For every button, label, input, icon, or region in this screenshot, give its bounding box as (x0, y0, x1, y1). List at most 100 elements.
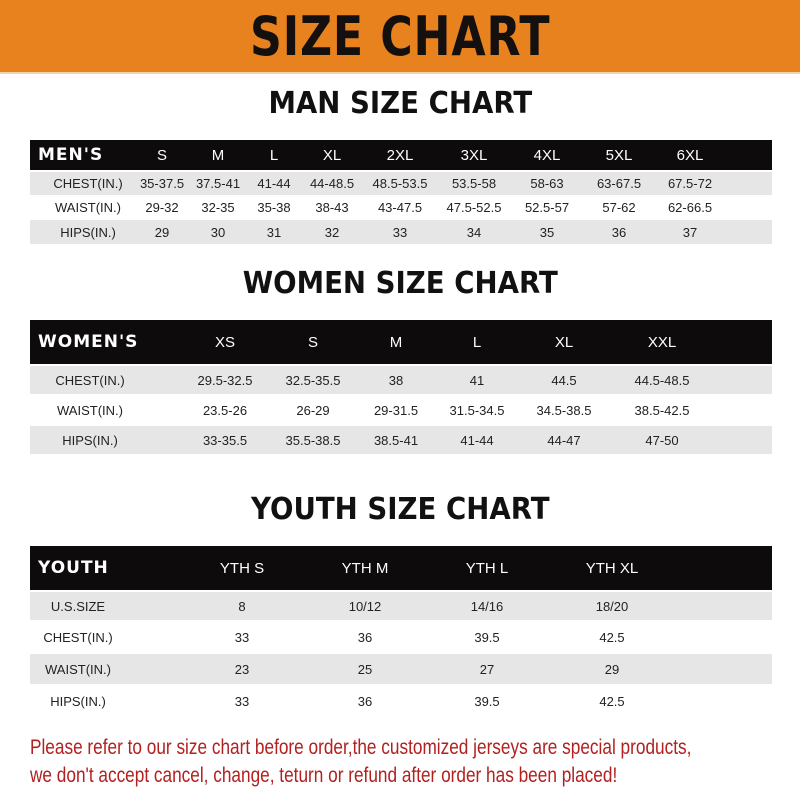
size-header: M (211, 146, 225, 164)
size-header: S (156, 146, 168, 164)
table-cell: 36 (611, 224, 627, 240)
table-cell: 63-67.5 (596, 176, 642, 191)
table-cell: 33-35.5 (202, 432, 248, 448)
women-header-row: WOMEN'S XS S M L XL XXL (30, 320, 772, 364)
table-cell: 47-50 (645, 432, 679, 448)
table-cell: 30 (210, 224, 226, 240)
table-cell: 62-66.5 (667, 200, 713, 215)
table-cell: 36 (357, 629, 373, 645)
table-row: CHEST(IN.) 33 36 39.5 42.5 (30, 622, 772, 652)
table-cell: 34 (466, 224, 482, 240)
table-cell: 33 (234, 693, 250, 709)
table-cell: 29-31.5 (373, 402, 419, 418)
table-cell: 58-63 (530, 176, 564, 191)
table-row: CHEST(IN.) 35-37.5 37.5-41 41-44 44-48.5 48.5… (30, 172, 772, 195)
row-label: HIPS(IN.) (62, 432, 118, 448)
size-header: 4XL (533, 146, 561, 164)
table-row: WAIST(IN.) 23 25 27 29 (30, 654, 772, 684)
table-cell: 31.5-34.5 (449, 402, 505, 418)
men-title: MAN SIZE CHART (268, 86, 532, 121)
table-cell: 35-38 (257, 200, 291, 215)
size-header: 6XL (676, 146, 704, 164)
table-cell: 67.5-72 (667, 176, 713, 191)
table-cell: 29 (154, 224, 170, 240)
table-row: HIPS(IN.) 33-35.5 35.5-38.5 38.5-41 41-44 44-… (30, 426, 772, 454)
table-cell: 41-44 (257, 176, 291, 191)
table-cell: 42.5 (599, 693, 625, 709)
table-row: CHEST(IN.) 29.5-32.5 32.5-35.5 38 41 44.5 44.5… (30, 366, 772, 394)
men-header-label: MEN'S (38, 145, 104, 165)
size-header: XXL (647, 333, 677, 351)
row-label: WAIST(IN.) (57, 402, 123, 418)
youth-header-label: YOUTH (38, 558, 109, 578)
table-row: U.S.SIZE 8 10/12 14/16 18/20 (30, 592, 772, 620)
table-row: HIPS(IN.) 29 30 31 32 33 34 35 36 37 (30, 220, 772, 244)
table-cell: 35 (539, 224, 555, 240)
table-cell: 38-43 (315, 200, 349, 215)
table-cell: 32.5-35.5 (285, 372, 341, 388)
banner: SIZE CHART (0, 0, 800, 74)
size-header: 2XL (386, 146, 414, 164)
table-cell: 57-62 (602, 200, 636, 215)
women-title: WOMEN SIZE CHART (242, 266, 558, 301)
youth-header-row: YOUTH YTH S YTH M YTH L YTH XL (30, 546, 772, 590)
table-cell: 37.5-41 (195, 176, 241, 191)
table-cell: 23 (234, 661, 250, 677)
size-header: M (389, 333, 403, 351)
row-label: HIPS(IN.) (50, 693, 106, 709)
table-cell: 10/12 (348, 598, 382, 614)
table-cell: 29-32 (145, 200, 179, 215)
size-header: YTH XL (585, 559, 639, 577)
table-cell: 39.5 (474, 629, 500, 645)
size-header: XS (214, 333, 236, 351)
row-label: WAIST(IN.) (45, 661, 111, 677)
table-cell: 33 (392, 224, 408, 240)
size-header: 3XL (460, 146, 488, 164)
table-cell: 29 (604, 661, 620, 677)
table-cell: 38 (388, 372, 404, 388)
table-cell: 43-47.5 (377, 200, 423, 215)
size-header: L (269, 146, 279, 164)
table-cell: 27 (479, 661, 495, 677)
row-label: WAIST(IN.) (55, 200, 121, 215)
banner-title: SIZE CHART (249, 4, 551, 68)
table-cell: 29.5-32.5 (197, 372, 253, 388)
table-cell: 41 (469, 372, 485, 388)
row-label: CHEST(IN.) (43, 629, 113, 645)
women-header-label: WOMEN'S (38, 332, 139, 352)
table-cell: 33 (234, 629, 250, 645)
table-cell: 32 (324, 224, 340, 240)
table-cell: 35.5-38.5 (285, 432, 341, 448)
size-header: YTH M (341, 559, 389, 577)
table-cell: 14/16 (470, 598, 504, 614)
table-cell: 44-47 (547, 432, 581, 448)
table-cell: 8 (238, 598, 246, 614)
footer-line-2: we don't accept cancel, change, teturn o… (30, 764, 618, 787)
youth-title: YOUTH SIZE CHART (250, 492, 550, 527)
table-cell: 48.5-53.5 (372, 176, 428, 191)
row-label: CHEST(IN.) (55, 372, 125, 388)
table-cell: 44-48.5 (309, 176, 355, 191)
table-row: WAIST(IN.) 29-32 32-35 35-38 38-43 43-47.5 47.… (30, 196, 772, 219)
table-cell: 18/20 (595, 598, 629, 614)
row-label: U.S.SIZE (50, 598, 106, 614)
table-cell: 52.5-57 (524, 200, 570, 215)
size-header: L (472, 333, 482, 351)
table-cell: 35-37.5 (139, 176, 185, 191)
table-cell: 44.5-48.5 (634, 372, 690, 388)
row-label: HIPS(IN.) (60, 224, 116, 240)
size-header: XL (322, 146, 342, 164)
table-cell: 53.5-58 (451, 176, 497, 191)
table-cell: 38.5-42.5 (634, 402, 690, 418)
table-cell: 36 (357, 693, 373, 709)
size-header: XL (554, 333, 574, 351)
table-cell: 38.5-41 (373, 432, 419, 448)
table-cell: 42.5 (599, 629, 625, 645)
row-label: CHEST(IN.) (53, 176, 123, 191)
table-cell: 26-29 (296, 402, 330, 418)
table-cell: 25 (357, 661, 373, 677)
table-cell: 39.5 (474, 693, 500, 709)
size-header: YTH S (219, 559, 265, 577)
table-cell: 41-44 (460, 432, 494, 448)
